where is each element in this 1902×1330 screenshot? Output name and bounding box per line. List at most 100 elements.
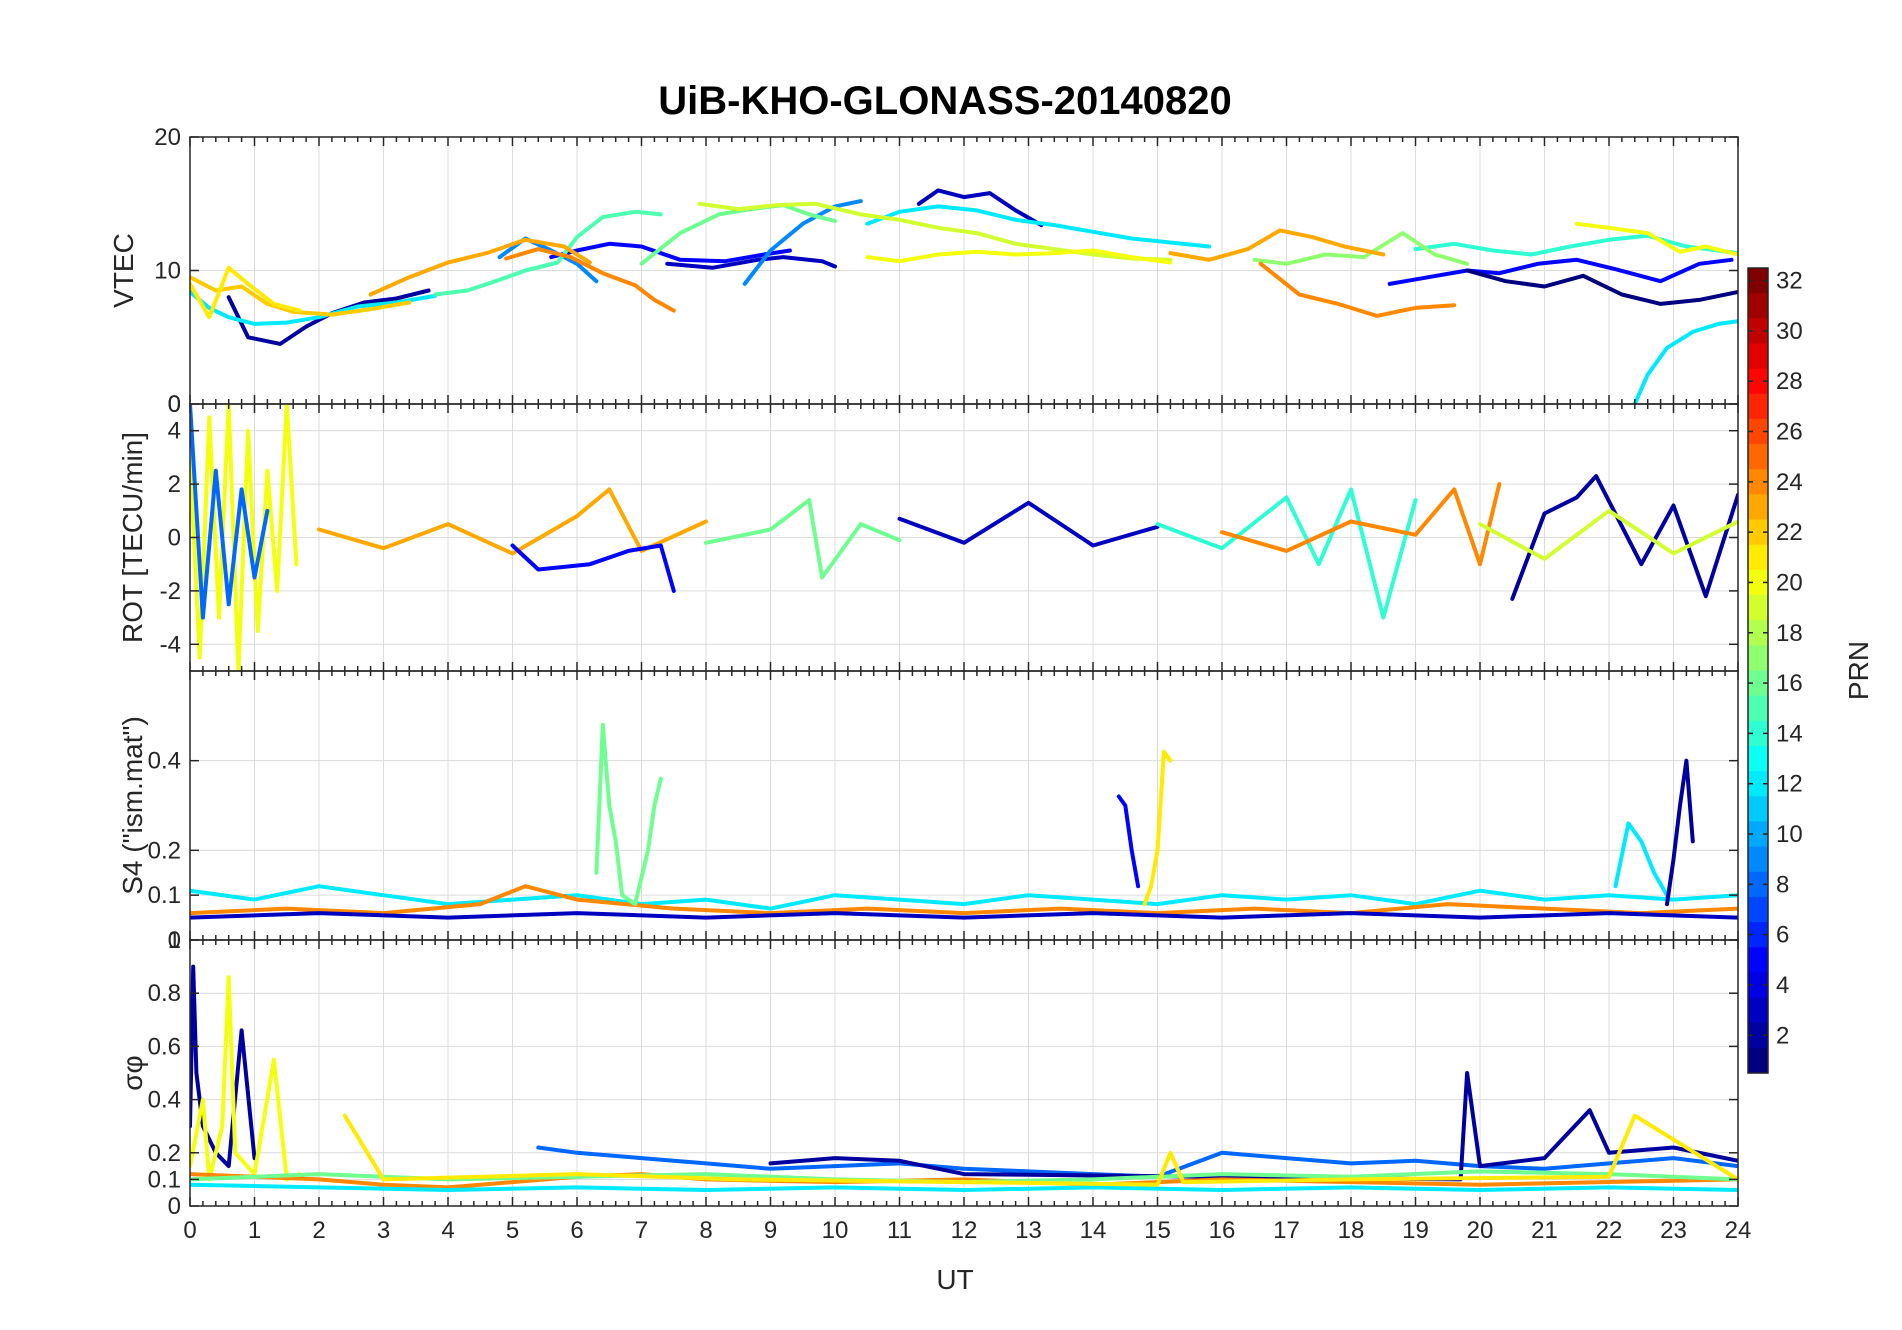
x-tick-label: 14 [1080, 1217, 1107, 1244]
series-prn-5 [1387, 257, 1734, 286]
y-tick-label: 0.4 [148, 1087, 181, 1114]
colorbar-tick-label: 28 [1776, 368, 1803, 395]
colorbar-tick-label: 8 [1776, 871, 1789, 898]
colorbar-tick-label: 14 [1776, 720, 1803, 747]
series-prn-2 [1510, 474, 1738, 601]
series-prn-21 [1142, 749, 1173, 907]
y-tick-label: 0.4 [148, 748, 181, 775]
x-axis-label: UT [936, 1264, 973, 1295]
x-tick-label: 24 [1725, 1217, 1752, 1244]
y-tick-label: 0 [168, 927, 181, 954]
series-prn-12 [1613, 821, 1669, 898]
x-tick-label: 15 [1144, 1217, 1171, 1244]
x-tick-label: 21 [1531, 1217, 1558, 1244]
colorbar-tick-label: 20 [1776, 569, 1803, 596]
series-prn-2 [226, 288, 431, 346]
colorbar-segment [1748, 896, 1768, 923]
y-axis-label: VTEC [108, 233, 139, 308]
colorbar-tick-label: 16 [1776, 670, 1803, 697]
series-prn-12 [190, 289, 438, 326]
series-prn-19 [1478, 508, 1738, 561]
colorbar-segment [1748, 771, 1768, 797]
colorbar-segment [1748, 368, 1768, 395]
series-prn-2 [190, 964, 257, 1169]
series-prn-20 [1574, 221, 1738, 257]
colorbar-frame [1747, 267, 1769, 1074]
colorbar-segment [1748, 972, 1768, 999]
colorbar-segment [1748, 318, 1768, 345]
y-axis-label: σφ [117, 1055, 148, 1090]
x-tick-label: 12 [951, 1217, 978, 1244]
chart-title: UiB-KHO-GLONASS-20140820 [658, 79, 1232, 123]
series-prn-5 [510, 543, 676, 593]
series-prn-5 [1116, 794, 1141, 889]
colorbar-segment [1748, 418, 1768, 445]
colorbar-segment [1748, 1022, 1768, 1049]
y-tick-label: 0 [168, 1193, 181, 1220]
series-prn-2 [1665, 758, 1695, 907]
x-tick-label: 18 [1338, 1217, 1365, 1244]
x-tick-label: 2 [312, 1217, 325, 1244]
y-tick-label: -2 [160, 578, 181, 605]
series-prn-3 [897, 500, 1160, 548]
colorbar-tick-label: 22 [1776, 519, 1803, 546]
colorbar-segment [1748, 469, 1768, 496]
series-prn-3 [665, 255, 837, 270]
y-tick-label: 0 [168, 525, 181, 552]
y-tick-label: 0.2 [148, 1140, 181, 1167]
y-tick-label: 2 [168, 471, 181, 498]
colorbar-segment [1748, 444, 1768, 470]
colorbar-segment [1748, 544, 1768, 571]
series-prn-12 [190, 1182, 1738, 1192]
x-tick-label: 23 [1660, 1217, 1687, 1244]
colorbar-segment [1748, 268, 1768, 294]
x-tick-label: 11 [887, 1217, 912, 1244]
colorbar-segment [1748, 720, 1768, 747]
y-tick-label: 0 [168, 391, 181, 418]
x-tick-label: 13 [1015, 1217, 1042, 1244]
y-tick-label: 0.2 [148, 837, 181, 864]
series-prn-20 [190, 404, 299, 671]
series-prn-21 [190, 265, 302, 320]
series-group [190, 188, 1738, 404]
y-axis-label: ROT [TECU/min] [117, 432, 148, 643]
x-tick-label: 5 [506, 1217, 519, 1244]
colorbar-tick-label: 10 [1776, 821, 1803, 848]
series-prn-3 [916, 188, 1044, 228]
series-prn-14 [1413, 233, 1738, 257]
colorbar-segment [1748, 821, 1768, 848]
series-prn-12 [1632, 319, 1738, 404]
y-tick-label: 0.1 [148, 882, 181, 909]
series-prn-1 [1465, 268, 1738, 306]
x-tick-label: 8 [699, 1217, 712, 1244]
colorbar-tick-label: 26 [1776, 419, 1803, 446]
series-prn-24 [1258, 261, 1457, 318]
series-prn-8 [190, 404, 270, 620]
x-tick-label: 6 [570, 1217, 583, 1244]
series-prn-15 [433, 209, 663, 297]
series-prn-20 [865, 248, 1173, 265]
panel-3: 0 0.1 0.2 0.4S4 ("ism.mat") [117, 670, 1739, 954]
y-tick-label: 0 [168, 391, 181, 418]
x-tick-label: 20 [1467, 1217, 1494, 1244]
y-axis-label: S4 ("ism.mat") [117, 716, 148, 895]
x-tick-label: 9 [764, 1217, 777, 1244]
series-prn-12 [190, 884, 1738, 911]
y-tick-label: 4 [168, 418, 181, 445]
series-prn-19 [697, 201, 1173, 262]
series-prn-5 [549, 241, 792, 264]
colorbar-label: PRN [1843, 641, 1874, 700]
series-prn-16 [704, 498, 902, 580]
series-prn-14 [1155, 487, 1418, 620]
series-prn-9 [742, 199, 863, 286]
colorbar-tick-label: 24 [1776, 469, 1803, 496]
colorbar-tick-label: 32 [1776, 268, 1803, 295]
colorbar-tick-label: 30 [1776, 318, 1803, 345]
series-group [190, 404, 1738, 671]
x-tick-label: 22 [1596, 1217, 1623, 1244]
colorbar-segment [1748, 745, 1768, 772]
y-tick-label: -4 [160, 631, 181, 658]
colorbar-segment [1748, 645, 1768, 672]
